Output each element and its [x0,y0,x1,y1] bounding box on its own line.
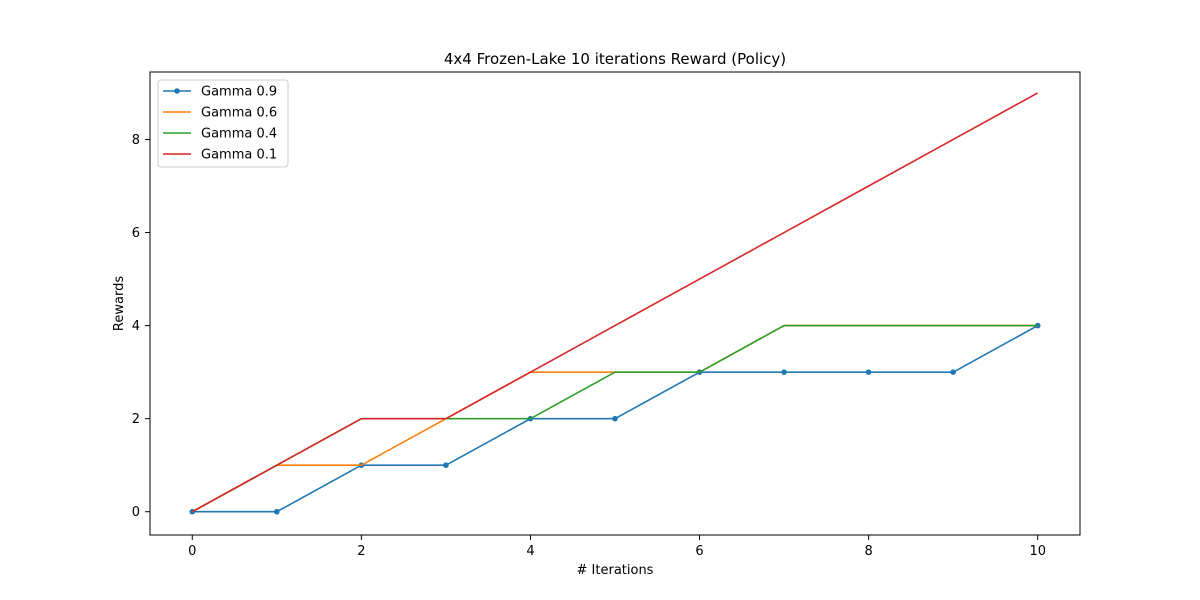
x-tick-label: 2 [357,544,365,559]
data-point [950,369,956,375]
data-point [443,462,449,469]
plot-area [149,71,1081,536]
legend: Gamma 0.9 Gamma 0.6 Gamma 0.4 Gamma 0.1 [157,79,289,168]
y-axis: 0 2 4 6 8 [132,133,150,520]
x-tick-label: 4 [526,544,534,559]
x-tick-label: 6 [695,544,703,559]
series-layer [189,92,1041,515]
data-point [612,415,618,422]
y-tick-label: 6 [132,226,140,241]
legend-entry: Gamma 0.9 [201,85,277,100]
x-axis: 0 2 4 6 8 10 [188,535,1046,559]
series-line-4 [191,92,1039,513]
y-tick-label: 2 [132,412,140,427]
chart-title: 4x4 Frozen-Lake 10 iterations Reward (Po… [444,50,786,68]
y-tick-label: 0 [132,505,140,520]
y-tick-label: 4 [132,319,140,334]
y-tick-label: 8 [132,133,140,148]
legend-entry: Gamma 0.4 [201,127,277,142]
x-axis-label: # Iterations [577,563,654,578]
x-tick-label: 10 [1029,544,1046,559]
legend-marker [174,88,180,94]
x-tick-label: 0 [188,544,196,559]
x-tick-label: 8 [864,544,872,559]
data-point [781,369,787,375]
legend-entry: Gamma 0.1 [201,148,277,163]
legend-box [157,79,289,168]
data-point [274,508,280,515]
y-axis-label: Rewards [112,276,127,331]
legend-entry: Gamma 0.6 [201,106,277,121]
data-point [865,369,872,375]
